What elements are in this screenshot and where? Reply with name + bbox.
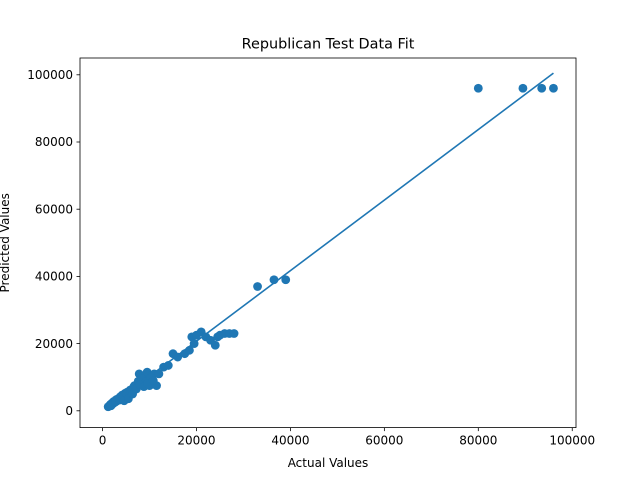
scatter-point bbox=[189, 339, 199, 348]
scatter-point bbox=[148, 376, 158, 385]
x-tick-label: 40000 bbox=[271, 434, 309, 448]
y-axis-title: Predicted Values bbox=[0, 193, 12, 292]
y-tick-label: 0 bbox=[65, 404, 73, 418]
y-tick-label: 100000 bbox=[27, 68, 73, 82]
scatter-point bbox=[518, 83, 528, 93]
scatter-point bbox=[537, 83, 547, 93]
scatter-point bbox=[281, 275, 291, 285]
x-tick-label: 80000 bbox=[459, 434, 497, 448]
scatter-point bbox=[210, 340, 220, 350]
x-tick-label: 100000 bbox=[549, 434, 595, 448]
scatter-point bbox=[163, 361, 173, 370]
y-tick-label: 80000 bbox=[35, 135, 73, 149]
scatter-point bbox=[173, 352, 183, 362]
y-tick-label: 40000 bbox=[35, 270, 73, 284]
scatter-point bbox=[473, 83, 483, 93]
x-tick-label: 0 bbox=[99, 434, 107, 448]
x-tick-label: 20000 bbox=[177, 434, 215, 448]
plot-frame bbox=[79, 57, 577, 429]
y-tick-label: 60000 bbox=[35, 202, 73, 216]
x-tick-label: 60000 bbox=[365, 434, 403, 448]
marks-layer bbox=[103, 72, 558, 412]
x-axis-title: Actual Values bbox=[288, 456, 369, 470]
scatter-point bbox=[229, 329, 239, 338]
scatter-point bbox=[549, 83, 558, 93]
scatter-point bbox=[154, 369, 164, 379]
chart-title: Republican Test Data Fit bbox=[242, 37, 415, 53]
scatter-point bbox=[269, 275, 279, 285]
scatter-point bbox=[253, 282, 262, 291]
ticks-layer: 0 20000 40000 60000 80000 100000 0 20000 40000 60… bbox=[27, 68, 595, 448]
scatter-point bbox=[185, 345, 194, 355]
y-tick-label: 20000 bbox=[35, 337, 73, 351]
